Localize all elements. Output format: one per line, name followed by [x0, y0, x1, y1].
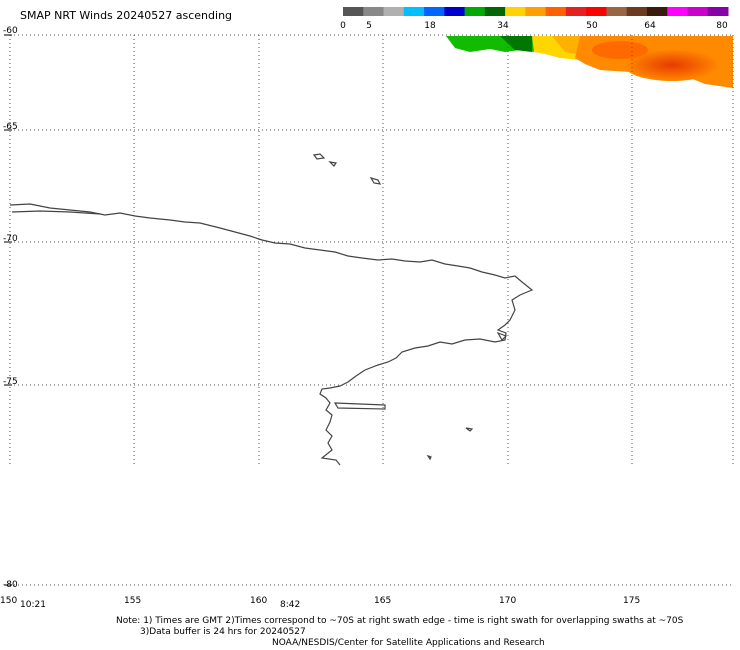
lat-label-60: -60 — [3, 26, 18, 36]
colorbar-segment — [505, 7, 526, 16]
lat-label-80: -80 — [3, 580, 18, 590]
colorbar-tick-5: 5 — [366, 21, 372, 31]
grid — [9, 34, 734, 586]
note-line-3: NOAA/NESDIS/Center for Satellite Applica… — [272, 638, 545, 648]
colorbar-segment — [586, 7, 607, 16]
colorbar-segment — [606, 7, 628, 16]
lon-label-170: 170 — [499, 596, 517, 606]
colorbar-segment — [363, 7, 385, 16]
colorbar-segment — [707, 7, 729, 16]
colorbar-segment — [525, 7, 547, 16]
colorbar-segment — [626, 7, 648, 16]
wind-swath — [446, 36, 733, 88]
colorbar-segment — [424, 7, 445, 16]
page-title: SMAP NRT Winds 20240527 ascending — [20, 9, 233, 22]
colorbar-segment — [667, 7, 688, 16]
colorbar-tick-64: 64 — [644, 21, 656, 31]
coastline — [9, 153, 534, 466]
colorbar-segment — [343, 7, 364, 16]
colorbar — [343, 7, 729, 16]
lat-label-65: -65 — [3, 122, 18, 132]
colorbar-segment — [545, 7, 567, 16]
lon-label-150: 150 — [0, 596, 18, 606]
lon-label-160: 160 — [250, 596, 268, 606]
colorbar-segment — [444, 7, 466, 16]
colorbar-tick-0: 0 — [340, 21, 346, 31]
lon-label-175: 175 — [623, 596, 641, 606]
note-line-2: 3)Data buffer is 24 hrs for 20240527 — [140, 627, 306, 637]
note-line-1: Note: 1) Times are GMT 2)Times correspon… — [116, 616, 684, 626]
colorbar-segment — [565, 7, 587, 16]
lat-label-75: -75 — [3, 377, 18, 387]
colorbar-segment — [484, 7, 506, 16]
time-label-842: 8:42 — [280, 600, 301, 610]
colorbar-tick-34: 34 — [497, 21, 509, 31]
lat-label-70: -70 — [3, 234, 18, 244]
colorbar-segment — [464, 7, 486, 16]
lon-label-165: 165 — [374, 596, 392, 606]
colorbar-tick-50: 50 — [586, 21, 598, 31]
colorbar-segment — [403, 7, 425, 16]
colorbar-segment — [687, 7, 709, 16]
colorbar-tick-80: 80 — [716, 21, 728, 31]
colorbar-tick-18: 18 — [424, 21, 436, 31]
time-label-1021: 10:21 — [20, 600, 46, 610]
lat-ticks — [4, 34, 12, 586]
colorbar-segment — [383, 7, 405, 16]
colorbar-segment — [646, 7, 668, 16]
lon-label-155: 155 — [124, 596, 142, 606]
